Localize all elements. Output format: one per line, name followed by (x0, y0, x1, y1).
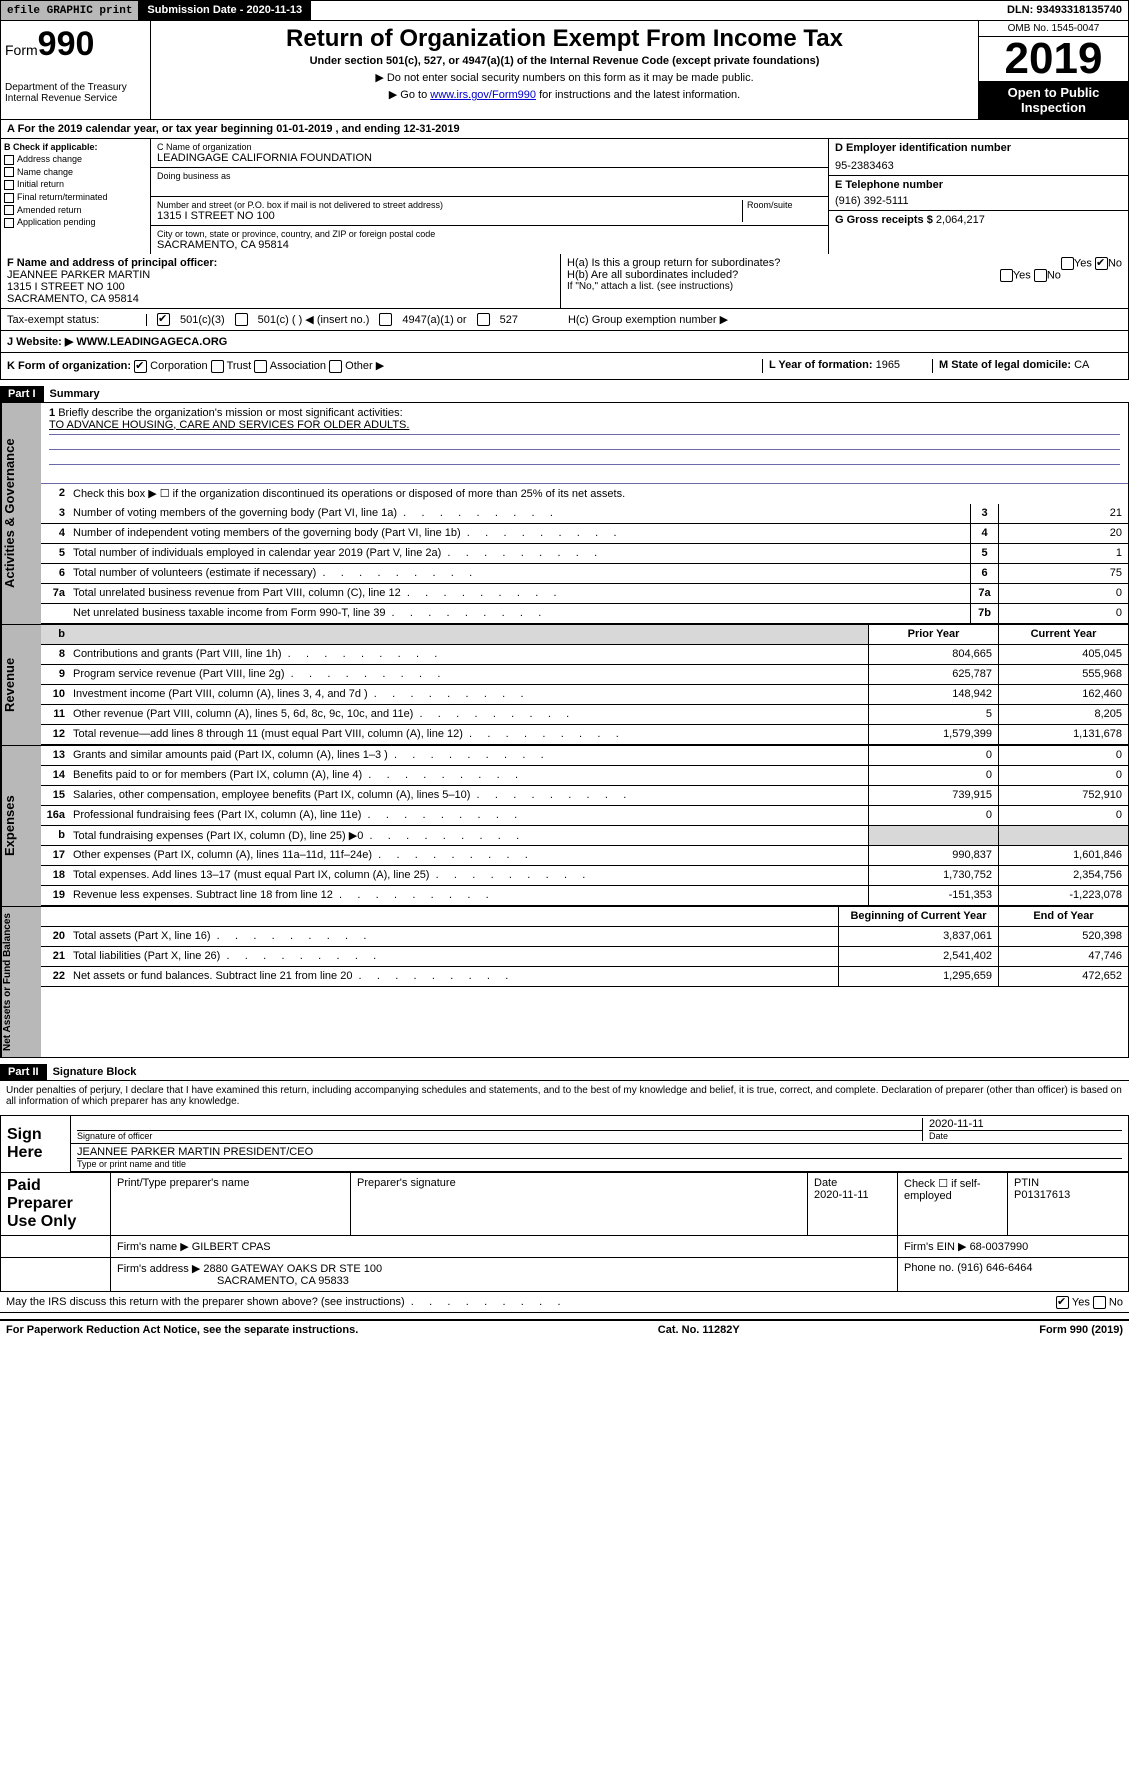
org-name: LEADINGAGE CALIFORNIA FOUNDATION (157, 152, 822, 164)
part-1-header: Part ISummary (0, 386, 1129, 403)
501c3-checkbox[interactable] (157, 313, 170, 326)
perjury-declaration: Under penalties of perjury, I declare th… (0, 1081, 1129, 1111)
org-address: 1315 I STREET NO 100 (157, 210, 742, 222)
ein: 95-2383463 (835, 160, 1122, 172)
identity-block: B Check if applicable: Address change Na… (0, 139, 1129, 254)
box-b: B Check if applicable: Address change Na… (1, 139, 151, 254)
website-url: WWW.LEADINGAGECA.ORG (76, 336, 227, 348)
mission-text: TO ADVANCE HOUSING, CARE AND SERVICES FO… (49, 419, 409, 431)
website-row: J Website: ▶ WWW.LEADINGAGECA.ORG (0, 331, 1129, 353)
org-city: SACRAMENTO, CA 95814 (157, 239, 822, 251)
discuss-row: May the IRS discuss this return with the… (0, 1292, 1129, 1313)
instructions-link[interactable]: www.irs.gov/Form990 (430, 89, 536, 101)
box-d-e-g: D Employer identification number 95-2383… (828, 139, 1128, 254)
paid-preparer-block: Paid Preparer Use Only Print/Type prepar… (0, 1173, 1129, 1292)
top-bar: efile GRAPHIC print Submission Date - 20… (0, 0, 1129, 21)
signature-block: Sign Here Signature of officer 2020-11-1… (0, 1115, 1129, 1173)
form-title: Return of Organization Exempt From Incom… (159, 25, 970, 53)
officer-sig-name: JEANNEE PARKER MARTIN PRESIDENT/CEO (77, 1146, 1122, 1158)
efile-label[interactable]: efile GRAPHIC print (1, 1, 139, 20)
form-subtitle: Under section 501(c), 527, or 4947(a)(1)… (159, 55, 970, 67)
submission-date: Submission Date - 2020-11-13 (139, 1, 311, 20)
firm-name: GILBERT CPAS (192, 1241, 271, 1253)
row-f-h: F Name and address of principal officer:… (0, 254, 1129, 309)
tax-exempt-row: Tax-exempt status: 501(c)(3) 501(c) ( ) … (0, 309, 1129, 331)
form-number: Form990 (5, 25, 146, 64)
netassets-section: Net Assets or Fund Balances Beginning of… (0, 907, 1129, 1058)
officer-name: JEANNEE PARKER MARTIN (7, 269, 554, 281)
revenue-section: Revenue b Prior YearCurrent Year 8Contri… (0, 625, 1129, 746)
gross-receipts: 2,064,217 (936, 214, 985, 226)
dln: DLN: 93493318135740 (1001, 1, 1128, 20)
open-inspection: Open to Public Inspection (979, 81, 1128, 119)
governance-section: Activities & Governance 1 Briefly descri… (0, 403, 1129, 625)
row-k-l-m: K Form of organization: Corporation Trus… (0, 353, 1129, 380)
form-note-2: ▶ Go to www.irs.gov/Form990 for instruct… (159, 88, 970, 101)
part-2-header: Part IISignature Block (0, 1064, 1129, 1081)
box-c: C Name of organization LEADINGAGE CALIFO… (151, 139, 828, 254)
department: Department of the Treasury Internal Reve… (5, 82, 146, 104)
expenses-section: Expenses 13Grants and similar amounts pa… (0, 746, 1129, 907)
form-note-1: ▶ Do not enter social security numbers o… (159, 71, 970, 84)
tax-year: 2019 (979, 37, 1128, 81)
form-header: Form990 Department of the Treasury Inter… (0, 21, 1129, 120)
phone: (916) 392-5111 (835, 195, 1122, 207)
period-line: A For the 2019 calendar year, or tax yea… (0, 120, 1129, 139)
page-footer: For Paperwork Reduction Act Notice, see … (0, 1319, 1129, 1339)
